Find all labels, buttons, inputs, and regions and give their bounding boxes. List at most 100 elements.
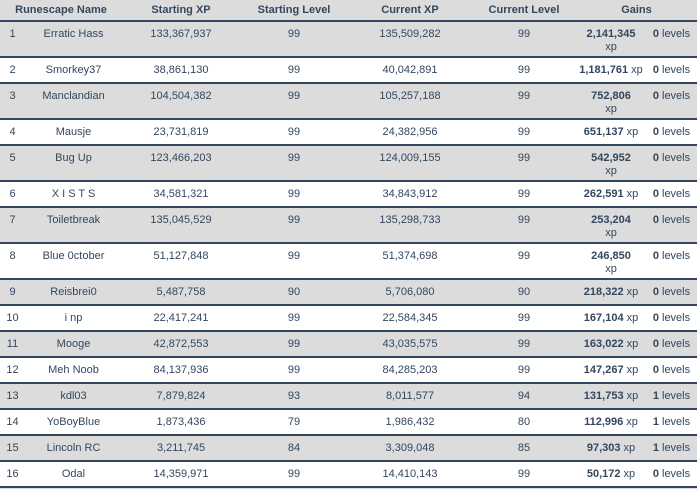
gains-levels-unit: levels	[662, 28, 691, 40]
starting-level-cell: 99	[287, 64, 301, 76]
gains-xp-value: 167,104	[583, 312, 624, 324]
table-row: 4 Mausje 23,731,819 99 24,382,956 99 651…	[0, 120, 697, 146]
column-header-runescape-name[interactable]: Runescape Name	[15, 4, 107, 16]
current-xp-cell: 40,042,891	[382, 64, 438, 76]
gains-levels-cell: 0 levels	[646, 58, 697, 82]
current-level-cell: 99	[517, 338, 531, 350]
player-name[interactable]: Mooge	[56, 338, 91, 350]
gains-xp-unit: xp	[605, 41, 617, 53]
current-xp-cell: 14,410,143	[382, 468, 438, 480]
starting-level-cell: 99	[287, 214, 301, 226]
rank-cell: 6	[9, 188, 16, 200]
table-row: 5 Bug Up 123,466,203 99 124,009,155 99 5…	[0, 146, 697, 182]
starting-xp-cell: 133,367,937	[150, 28, 212, 40]
gains-xp-value: 2,141,345	[586, 28, 636, 40]
player-name[interactable]: i np	[64, 312, 83, 324]
gains-xp-unit: xp	[626, 312, 639, 324]
column-header-current-xp[interactable]: Current XP	[381, 4, 439, 16]
table-row: 1 Erratic Hass 133,367,937 99 135,509,28…	[0, 22, 697, 58]
rank-cell: 10	[6, 312, 19, 324]
player-name[interactable]: Blue 0ctober	[42, 250, 105, 262]
player-name[interactable]: Mausje	[55, 126, 92, 138]
rank-cell: 13	[6, 390, 19, 402]
current-level-cell: 85	[517, 442, 531, 454]
player-name[interactable]: Manclandian	[42, 90, 105, 102]
player-name[interactable]: YoBoyBlue	[46, 416, 101, 428]
current-xp-cell: 135,509,282	[379, 28, 441, 40]
player-name[interactable]: Odal	[61, 468, 86, 480]
gains-xp-value: 253,204	[591, 214, 631, 226]
starting-xp-cell: 23,731,819	[153, 126, 209, 138]
gains-xp-unit: xp	[626, 188, 639, 200]
player-name[interactable]: X I S T S	[51, 188, 96, 200]
starting-xp-cell: 84,137,936	[153, 364, 209, 376]
gains-levels-value: 1	[652, 416, 659, 428]
gains-xp-unit: xp	[626, 416, 638, 428]
gains-xp-cell: 246,850 xp	[576, 244, 646, 278]
current-level-cell: 94	[517, 390, 531, 402]
gains-xp-unit: xp	[605, 165, 617, 177]
player-name[interactable]: Smorkey37	[45, 64, 102, 76]
current-xp-cell: 43,035,575	[382, 338, 438, 350]
rank-cell: 3	[9, 90, 16, 102]
gains-levels-value: 0	[652, 90, 659, 102]
player-name[interactable]: Bug Up	[55, 152, 92, 164]
gains-xp-value: 163,022	[583, 338, 624, 350]
gains-xp-value: 147,267	[583, 364, 624, 376]
gains-levels-cell: 0 levels	[646, 146, 697, 180]
gains-xp-value: 262,591	[583, 188, 624, 200]
table-row: 7 Toiletbreak 135,045,529 99 135,298,733…	[0, 208, 697, 244]
gains-levels-unit: levels	[662, 214, 691, 226]
player-name[interactable]: Lincoln RC	[46, 442, 101, 454]
gains-xp-value: 752,806	[591, 90, 631, 102]
gains-levels-value: 0	[652, 286, 659, 298]
column-header-starting-level[interactable]: Starting Level	[257, 4, 331, 16]
column-header-gains[interactable]: Gains	[621, 4, 652, 16]
table-row: 11 Mooge 42,872,553 99 43,035,575 99 163…	[0, 332, 697, 358]
current-xp-cell: 3,309,048	[385, 442, 435, 454]
gains-levels-value: 1	[652, 390, 659, 402]
gains-levels-value: 0	[652, 364, 659, 376]
gains-xp-cell: 651,137 xp	[576, 120, 646, 144]
starting-xp-cell: 1,873,436	[156, 416, 206, 428]
player-name[interactable]: Erratic Hass	[43, 28, 104, 40]
current-level-cell: 99	[517, 28, 531, 40]
gains-xp-cell: 112,996 xp	[576, 410, 646, 434]
gains-levels-cell: 1 levels	[646, 436, 697, 460]
rank-cell: 2	[9, 64, 16, 76]
gains-xp-value: 651,137	[583, 126, 624, 138]
table-row: 10 i np 22,417,241 99 22,584,345 99 167,…	[0, 306, 697, 332]
gains-xp-cell: 147,267 xp	[576, 358, 646, 382]
current-xp-cell: 8,011,577	[385, 390, 435, 402]
current-level-cell: 99	[517, 312, 531, 324]
gains-xp-value: 112,996	[584, 416, 624, 428]
current-level-cell: 99	[517, 468, 531, 480]
gains-xp-unit: xp	[631, 64, 643, 76]
table-row: 2 Smorkey37 38,861,130 99 40,042,891 99 …	[0, 58, 697, 84]
starting-xp-cell: 51,127,848	[153, 250, 209, 262]
player-name[interactable]: Toiletbreak	[46, 214, 101, 226]
current-level-cell: 99	[517, 214, 531, 226]
rank-cell: 5	[9, 152, 16, 164]
player-name[interactable]: Meh Noob	[48, 364, 99, 376]
player-name[interactable]: Reisbrei0	[50, 286, 97, 298]
gains-xp-value: 218,322	[583, 286, 624, 298]
gains-levels-unit: levels	[662, 442, 691, 454]
current-xp-cell: 5,706,080	[385, 286, 435, 298]
column-header-starting-xp[interactable]: Starting XP	[151, 4, 211, 16]
table-row: 14 YoBoyBlue 1,873,436 79 1,986,432 80 1…	[0, 410, 697, 436]
table-header: Runescape Name Starting XP Starting Leve…	[0, 0, 697, 22]
gains-xp-cell: 253,204 xp	[576, 208, 646, 242]
gains-levels-value: 0	[652, 28, 659, 40]
rank-cell: 8	[9, 250, 16, 262]
rank-cell: 14	[6, 416, 19, 428]
current-xp-cell: 51,374,698	[382, 250, 438, 262]
current-level-cell: 99	[517, 364, 531, 376]
gains-levels-value: 0	[652, 126, 659, 138]
column-header-current-level[interactable]: Current Level	[488, 4, 560, 16]
gains-levels-unit: levels	[662, 188, 691, 200]
player-name[interactable]: kdl03	[60, 390, 87, 402]
gains-xp-unit: xp	[623, 468, 636, 480]
current-xp-cell: 1,986,432	[385, 416, 435, 428]
table-row: 9 Reisbrei0 5,487,758 90 5,706,080 90 21…	[0, 280, 697, 306]
